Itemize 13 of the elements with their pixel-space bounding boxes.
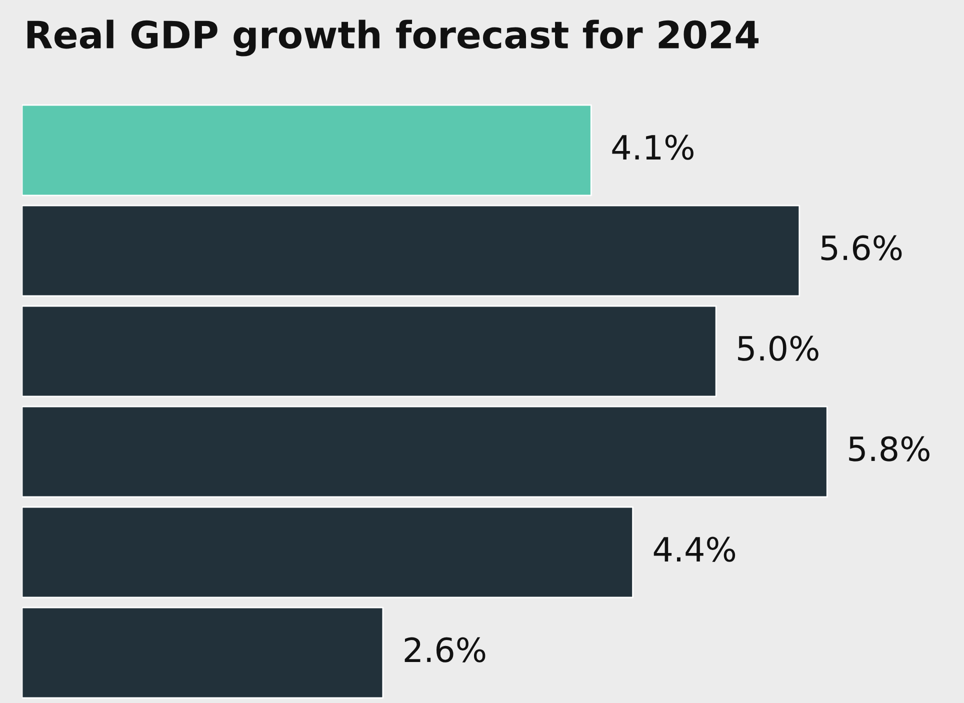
bar <box>22 406 828 498</box>
data-label: 5.6% <box>821 235 902 260</box>
chart-title: Real GDP growth forecast for 2024 <box>27 20 759 56</box>
bar <box>22 104 592 196</box>
bar <box>22 204 800 297</box>
bar <box>22 305 717 398</box>
data-label: 2.6% <box>404 637 486 662</box>
data-label: 5.0% <box>738 336 818 361</box>
data-label: 5.8% <box>849 436 930 462</box>
bar <box>22 506 634 598</box>
bar <box>22 606 384 699</box>
data-label: 4.1% <box>612 134 694 160</box>
data-label: 4.4% <box>654 536 736 562</box>
